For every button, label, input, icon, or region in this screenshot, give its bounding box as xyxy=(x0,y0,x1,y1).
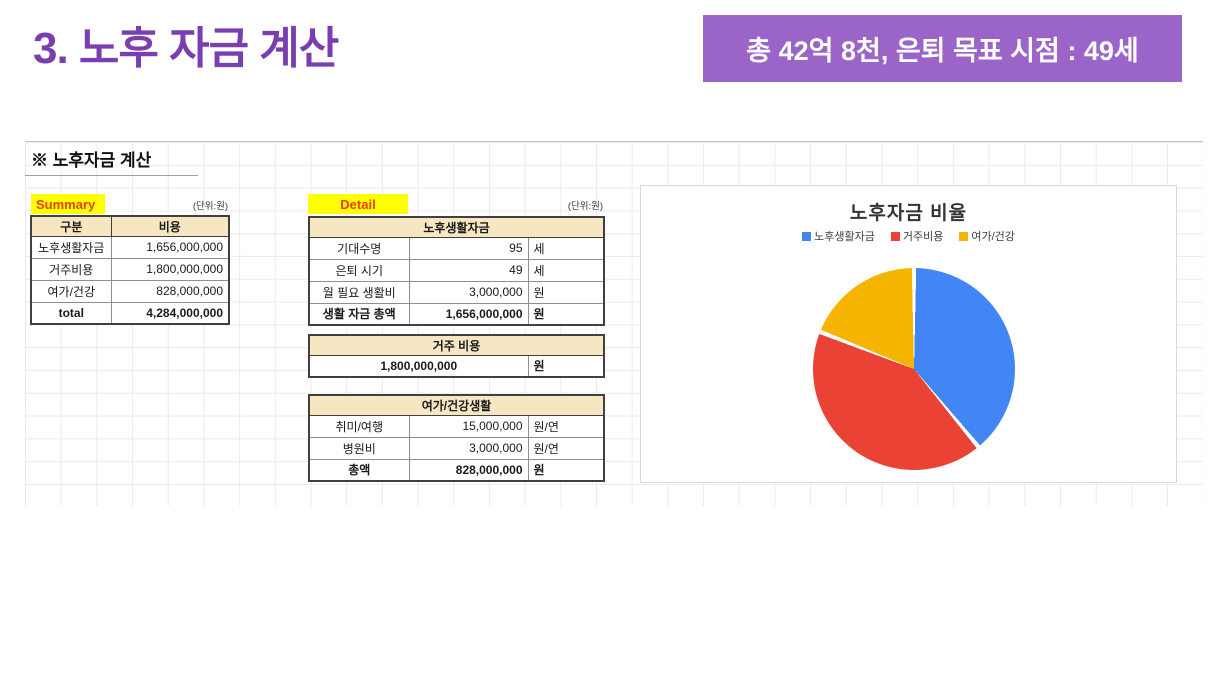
life-fund-header-row: 노후생활자금 xyxy=(308,216,605,238)
summary-badge: 총 42억 8천, 은퇴 목표 시점 : 49세 xyxy=(703,15,1182,82)
row-name: 총액 xyxy=(308,458,410,482)
row-value: 15,000,000 xyxy=(408,414,529,438)
summary-total-row: total 4,284,000,000 xyxy=(30,301,230,325)
summary-row-name: 여가/건강 xyxy=(30,279,112,303)
leisure-header-row: 여가/건강생활 xyxy=(308,394,605,416)
row-unit: 원 xyxy=(527,280,605,304)
row-value: 828,000,000 xyxy=(408,458,529,482)
row-value: 3,000,000 xyxy=(408,280,529,304)
legend-swatch-icon xyxy=(959,231,969,241)
row-value: 3,000,000 xyxy=(408,436,529,460)
row-unit: 원/연 xyxy=(527,414,605,438)
leisure-health-table: 여가/건강생활 취미/여행 15,000,000 원/연 병원비 3,000,0… xyxy=(308,394,605,482)
summary-col-header: 구분 xyxy=(30,215,112,237)
chart-legend: 노후생활자금 거주비용 여가/건강 xyxy=(641,228,1176,244)
detail-label: Detail xyxy=(308,194,408,214)
row-unit: 원 xyxy=(527,302,605,326)
summary-total-name: total xyxy=(30,301,112,325)
detail-unit-note: (단위:원) xyxy=(567,201,603,212)
housing-table-title: 거주 비용 xyxy=(308,334,605,356)
housing-header-row: 거주 비용 xyxy=(308,334,605,356)
row-unit: 원 xyxy=(527,458,605,482)
sheet-section-title: ※ 노후자금 계산 xyxy=(31,151,152,170)
row-unit: 세 xyxy=(527,236,605,260)
life-fund-total-row: 생활 자금 총액 1,656,000,000 원 xyxy=(308,302,605,326)
life-fund-table-title: 노후생활자금 xyxy=(308,216,605,238)
row-name: 월 필요 생활비 xyxy=(308,280,410,304)
spreadsheet-area: ※ 노후자금 계산 Summary (단위:원) 구분 비용 노후생활자금 1,… xyxy=(25,141,1203,532)
pie-slice-label: 19% xyxy=(1019,373,1043,385)
pie-slice-label: 39% xyxy=(1149,418,1173,430)
row-value: 95 xyxy=(408,236,529,260)
legend-label: 여가/건강 xyxy=(971,231,1015,243)
summary-table: 구분 비용 노후생활자금 1,656,000,000 거주비용 1,800,00… xyxy=(30,215,230,325)
table-row: 노후생활자금 1,656,000,000 xyxy=(30,235,230,259)
table-row: 거주비용 1,800,000,000 xyxy=(30,257,230,281)
summary-row-name: 거주비용 xyxy=(30,257,112,281)
table-row: 취미/여행 15,000,000 원/연 xyxy=(308,414,605,438)
row-name: 기대수명 xyxy=(308,236,410,260)
row-name: 취미/여행 xyxy=(308,414,410,438)
table-row: 월 필요 생활비 3,000,000 원 xyxy=(308,280,605,304)
row-unit: 원 xyxy=(527,354,605,378)
life-fund-table: 노후생활자금 기대수명 95 세 은퇴 시기 49 세 월 필요 생활비 3,0… xyxy=(308,216,605,326)
legend-item: 거주비용 xyxy=(890,228,944,244)
summary-total-value: 4,284,000,000 xyxy=(110,301,230,325)
legend-item: 노후생활자금 xyxy=(802,228,875,244)
row-unit: 세 xyxy=(527,258,605,282)
row-name: 생활 자금 총액 xyxy=(308,302,410,326)
summary-label: Summary xyxy=(31,194,105,214)
leisure-total-row: 총액 828,000,000 원 xyxy=(308,458,605,482)
row-value: 1,656,000,000 xyxy=(408,302,529,326)
pie-slice-label: 42% xyxy=(1021,520,1045,532)
legend-swatch-icon xyxy=(802,231,812,241)
row-name: 병원비 xyxy=(308,436,410,460)
pie-chart-card: 노후자금 비율 노후생활자금 거주비용 여가/건강 39% 42% 19% xyxy=(640,185,1177,532)
summary-header-row: 구분 비용 xyxy=(30,215,230,237)
summary-unit-note: (단위:원) xyxy=(192,201,228,212)
summary-row-name: 노후생활자금 xyxy=(30,235,112,259)
housing-value-row: 1,800,000,000 원 xyxy=(308,354,605,378)
summary-row-value: 828,000,000 xyxy=(110,279,230,303)
row-value: 49 xyxy=(408,258,529,282)
table-row: 기대수명 95 세 xyxy=(308,236,605,260)
legend-label: 거주비용 xyxy=(902,231,944,243)
table-row: 은퇴 시기 49 세 xyxy=(308,258,605,282)
row-value: 1,800,000,000 xyxy=(308,354,529,378)
summary-row-value: 1,800,000,000 xyxy=(110,257,230,281)
legend-label: 노후생활자금 xyxy=(814,231,875,243)
summary-row-value: 1,656,000,000 xyxy=(110,235,230,259)
chart-title: 노후자금 비율 xyxy=(849,203,968,224)
table-row: 여가/건강 828,000,000 xyxy=(30,279,230,303)
legend-swatch-icon xyxy=(890,231,900,241)
summary-col-header: 비용 xyxy=(110,215,230,237)
leisure-table-title: 여가/건강생활 xyxy=(308,394,605,416)
page-title: 3. 노후 자금 계산 xyxy=(33,24,339,73)
row-unit: 원/연 xyxy=(527,436,605,460)
section-title-underline xyxy=(25,175,198,176)
row-name: 은퇴 시기 xyxy=(308,258,410,282)
housing-cost-table: 거주 비용 1,800,000,000 원 xyxy=(308,334,605,378)
legend-item: 여가/건강 xyxy=(959,228,1015,244)
pie-chart: 39% 42% 19% xyxy=(813,268,1172,532)
table-row: 병원비 3,000,000 원/연 xyxy=(308,436,605,460)
